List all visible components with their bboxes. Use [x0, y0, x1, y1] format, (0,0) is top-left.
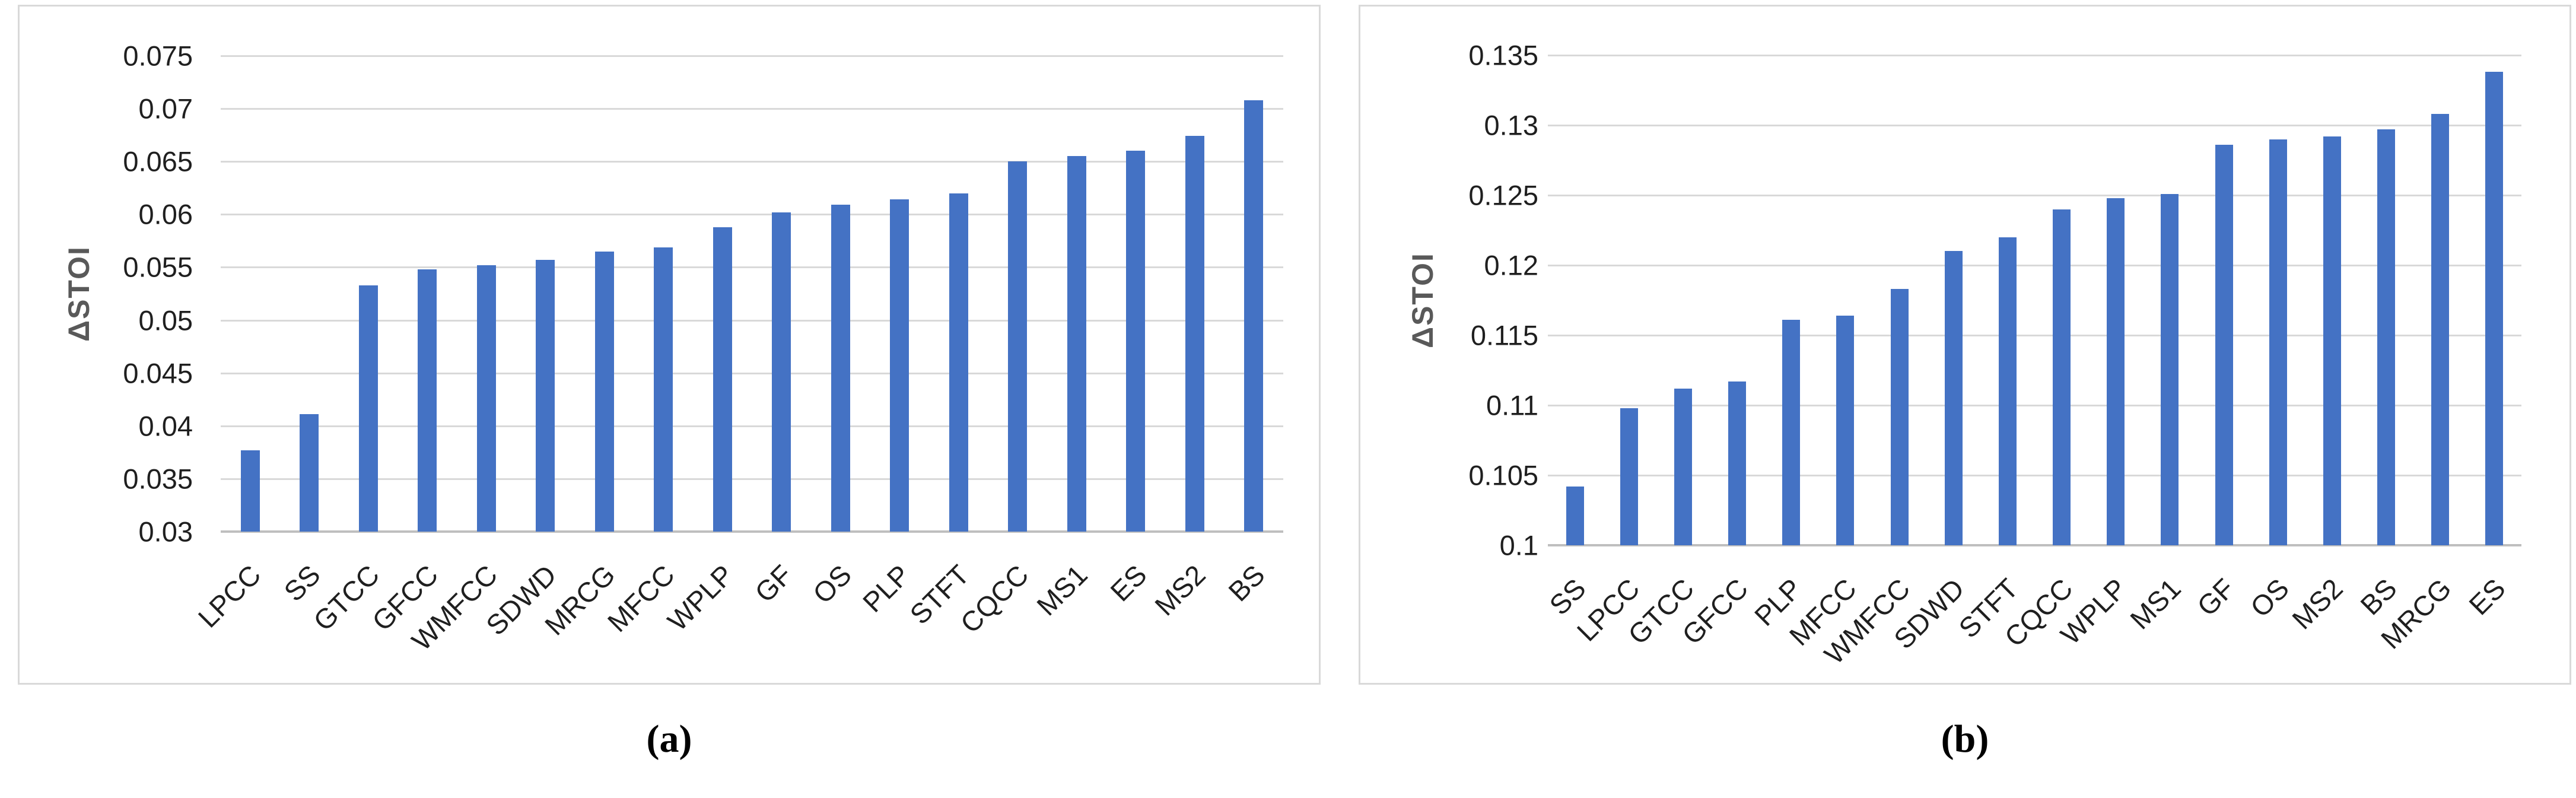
bar-ms2 [2323, 136, 2341, 545]
y-tick-label: 0.12 [1484, 249, 1538, 281]
bar-es [2485, 72, 2503, 545]
y-tick-label: 0.075 [123, 40, 193, 72]
bar-stft [949, 193, 968, 532]
bar-wplp [2107, 198, 2125, 545]
bar-gfcc [418, 269, 437, 532]
bar-es [1126, 151, 1145, 532]
y-gridline [221, 161, 1283, 163]
bar-bs [1244, 100, 1263, 532]
bar-wmfcc [477, 265, 496, 532]
y-tick-label: 0.11 [1486, 389, 1538, 421]
bar-ms2 [1185, 136, 1204, 532]
bar-ms1 [2161, 194, 2179, 545]
y-tick-label: 0.045 [123, 357, 193, 389]
y-gridline [1548, 405, 2521, 406]
bar-ss [300, 414, 319, 532]
x-tick-label: OS [2244, 572, 2295, 624]
y-tick-label: 0.065 [123, 145, 193, 177]
x-tick-label: BS [1222, 558, 1271, 608]
x-tick-label: MS2 [1149, 558, 1211, 622]
bar-mrcg [2431, 114, 2449, 545]
y-tick-label: 0.03 [138, 516, 193, 548]
y-tick-label: 0.135 [1468, 39, 1538, 71]
bar-gtcc [1674, 389, 1692, 545]
bar-bs [2377, 129, 2395, 545]
y-tick-label: 0.125 [1468, 179, 1538, 211]
bar-wmfcc [1891, 289, 1909, 545]
chart-a-y-axis-title: ΔSTOI [62, 246, 96, 342]
x-tick-label: WPLP [661, 558, 739, 637]
x-axis-line [221, 530, 1283, 533]
y-gridline [1548, 265, 2521, 266]
x-axis-line [1548, 544, 2521, 546]
y-gridline [221, 319, 1283, 322]
y-tick-label: 0.035 [123, 463, 193, 495]
bar-stft [1999, 237, 2017, 545]
bar-gf [2215, 145, 2233, 545]
y-tick-label: 0.06 [138, 198, 193, 230]
bar-cqcc [1008, 161, 1027, 532]
bar-os [831, 205, 850, 532]
y-gridline [221, 266, 1283, 269]
y-gridline [221, 478, 1283, 480]
bar-mfcc [1836, 316, 1854, 545]
y-gridline [1548, 55, 2521, 56]
bar-wplp [713, 227, 732, 532]
subfigure-caption-b: (b) [1941, 717, 1989, 761]
bar-sdwd [536, 260, 555, 532]
y-gridline [1548, 475, 2521, 476]
y-tick-label: 0.1 [1499, 529, 1538, 561]
y-gridline [1548, 335, 2521, 336]
y-gridline [221, 55, 1283, 57]
subfigure-caption-a: (a) [646, 717, 692, 761]
y-tick-label: 0.055 [123, 251, 193, 283]
x-tick-label: OS [806, 558, 857, 610]
x-tick-label: GF [2191, 572, 2241, 622]
x-tick-label: MS1 [1031, 558, 1093, 622]
x-tick-label: MS2 [2286, 572, 2349, 635]
bar-plp [890, 199, 909, 532]
bar-lpcc [1620, 408, 1638, 545]
bar-ss [1566, 487, 1584, 545]
y-gridline [221, 372, 1283, 374]
y-tick-label: 0.115 [1470, 319, 1538, 351]
bar-lpcc [241, 450, 260, 532]
bar-os [2269, 139, 2287, 545]
y-tick-label: 0.13 [1484, 109, 1538, 141]
x-tick-label: ES [2462, 572, 2511, 621]
bar-ms1 [1067, 156, 1086, 532]
x-tick-label: LPCC [192, 558, 267, 634]
y-gridline [1548, 125, 2521, 126]
bar-plp [1782, 320, 1800, 545]
x-tick-label: MFCC [600, 558, 680, 638]
y-gridline [221, 214, 1283, 216]
x-tick-label: GF [748, 558, 799, 609]
x-tick-label: GTCC [307, 558, 385, 637]
x-tick-label: CQCC [954, 558, 1035, 640]
y-tick-label: 0.04 [138, 410, 193, 442]
chart-b-delta-stoi: ΔSTOI 0.135 0.13 0.125 0.12 0.115 0.11 0.105 0.… [1359, 5, 2571, 685]
bar-mrcg [595, 252, 614, 532]
y-tick-label: 0.105 [1468, 459, 1538, 491]
y-tick-label: 0.05 [138, 304, 193, 336]
y-gridline [221, 108, 1283, 110]
bar-sdwd [1945, 251, 1963, 545]
chart-b-y-axis-title: ΔSTOI [1406, 252, 1439, 348]
y-gridline [221, 425, 1283, 427]
bar-gtcc [359, 285, 378, 532]
y-tick-label: 0.07 [138, 93, 193, 125]
bar-cqcc [2053, 209, 2071, 545]
bar-mfcc [654, 247, 673, 532]
y-gridline [1548, 195, 2521, 196]
x-tick-label: SS [277, 558, 326, 608]
chart-a-delta-stoi: ΔSTOI 0.075 0.07 0.065 0.06 0.055 0.05 0.045 0.… [18, 5, 1321, 685]
bar-gf [772, 212, 791, 532]
x-tick-label: ES [1103, 558, 1153, 608]
x-tick-label: MS1 [2123, 572, 2187, 635]
bar-gfcc [1728, 381, 1746, 545]
